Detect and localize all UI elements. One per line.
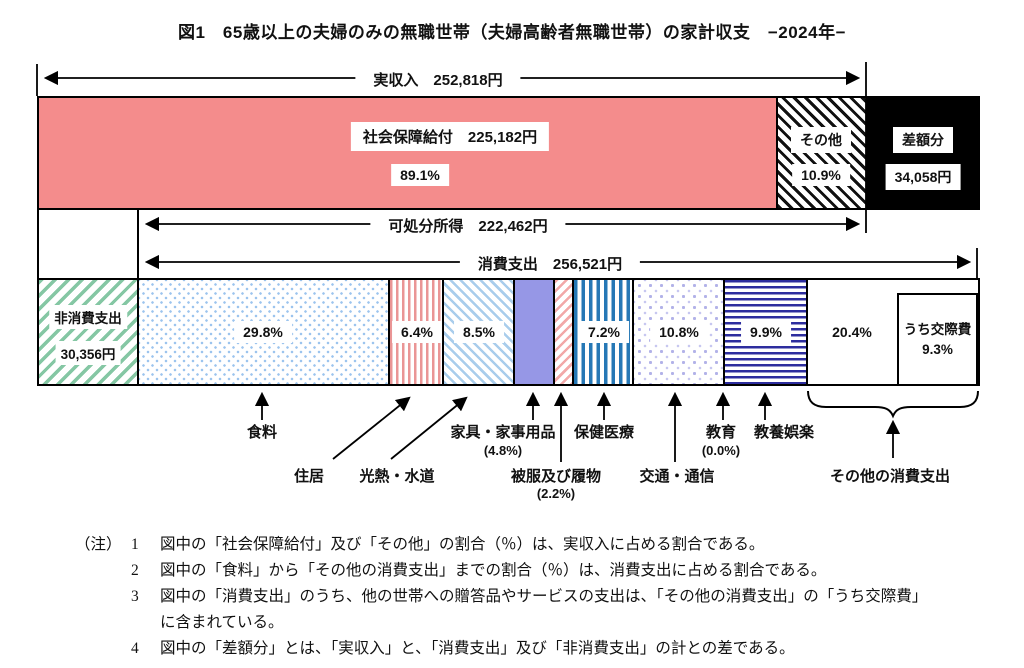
health-pct: 7.2%	[579, 321, 629, 343]
note-text: 図中の「食料」から「その他の消費支出」までの割合（％）は、消費支出に占める割合で…	[160, 562, 827, 579]
note-text: に含まれている。	[160, 614, 284, 631]
social-security-label: 社会保障給付 225,182円	[350, 122, 550, 151]
segment-income-other	[778, 98, 866, 208]
segment-clothing	[555, 280, 574, 384]
disposable-span-label: 可処分所得 222,462円	[370, 213, 566, 238]
label-food: 食料	[246, 424, 278, 441]
note-row-3: 3 図中の「消費支出」のうち、他の世帯への贈答品やサービスの支出は、「その他の消…	[75, 584, 1015, 610]
food-pct: 29.8%	[234, 321, 292, 343]
balance-value: 34,058円	[885, 164, 961, 190]
label-other-consumption: その他の消費支出	[829, 468, 951, 485]
label-furniture: 家具・家事用品	[450, 424, 556, 441]
note-number: 2	[131, 562, 139, 579]
label-utilities: 光熱・水道	[359, 468, 435, 485]
note-number: 1	[131, 536, 139, 553]
note-row-3-continued: に含まれている。	[75, 610, 1015, 636]
connector-cell	[37, 210, 139, 278]
utilities-pct: 8.5%	[454, 321, 504, 343]
transport-pct: 10.8%	[650, 321, 708, 343]
label-furniture-pct: (4.8%)	[483, 443, 523, 458]
note-text: 図中の「差額分」とは、「実収入」と、「消費支出」及び「非消費支出」の計との差であ…	[160, 640, 795, 657]
note-number: 3	[131, 588, 139, 605]
brace-other-consumption	[807, 390, 979, 419]
label-education-pct: (0.0%)	[701, 443, 741, 458]
non-consumption-label: 非消費支出	[49, 305, 127, 329]
income-span-label: 実収入 252,818円	[355, 67, 521, 92]
label-education: 教育	[705, 424, 737, 441]
other-consumption-pct: 20.4%	[823, 321, 881, 343]
note-text: 図中の「消費支出」のうち、他の世帯への贈答品やサービスの支出は、「その他の消費支…	[160, 588, 928, 605]
note-row-2: 2 図中の「食料」から「その他の消費支出」までの割合（％）は、消費支出に占める割…	[75, 558, 1015, 584]
segment-social-security	[39, 98, 778, 208]
segment-balance	[866, 98, 978, 208]
note-row-1: （注） 1 図中の「社会保障給付」及び「その他」の割合（％）は、実収入に占める割…	[75, 532, 1015, 558]
note-number: 4	[131, 640, 139, 657]
income-bar	[37, 96, 980, 210]
notes-block: （注） 1 図中の「社会保障給付」及び「その他」の割合（％）は、実収入に占める割…	[75, 532, 1015, 662]
segment-transport	[634, 280, 725, 384]
label-clothing-pct: (2.2%)	[536, 486, 576, 501]
social-security-pct: 89.1%	[391, 164, 449, 186]
consumption-span-label: 消費支出 256,521円	[459, 251, 641, 276]
housing-pct: 6.4%	[392, 321, 442, 343]
label-transport: 交通・通信	[639, 468, 715, 485]
income-other-label: その他	[791, 127, 851, 153]
segment-food	[139, 280, 390, 384]
culture-pct: 9.9%	[741, 321, 791, 343]
segment-furniture	[515, 280, 555, 384]
segment-non-consumption	[39, 280, 139, 384]
expenditure-bar	[37, 278, 980, 386]
non-consumption-value: 30,356円	[55, 341, 121, 365]
chart-title: 図1 65歳以上の夫婦のみの無職世帯（夫婦高齢者無職世帯）の家計収支 −2024…	[177, 23, 847, 42]
note-heading: （注）	[75, 536, 122, 553]
pointer-housing	[332, 396, 411, 460]
label-health: 保健医療	[573, 424, 635, 441]
note-row-4: 4 図中の「差額分」とは、「実収入」と、「消費支出」及び「非消費支出」の計との差…	[75, 636, 1015, 662]
balance-label: 差額分	[893, 127, 953, 153]
label-culture: 教養娯楽	[753, 424, 815, 441]
label-clothing: 被服及び履物	[510, 468, 602, 485]
socializing-label: うち交際費	[903, 321, 972, 337]
socializing-pct: 9.3%	[922, 341, 953, 357]
label-housing: 住居	[293, 468, 325, 485]
income-other-pct: 10.9%	[792, 164, 850, 186]
socializing-box: うち交際費 9.3%	[897, 293, 978, 386]
note-text: 図中の「社会保障給付」及び「その他」の割合（％）は、実収入に占める割合である。	[160, 536, 765, 553]
